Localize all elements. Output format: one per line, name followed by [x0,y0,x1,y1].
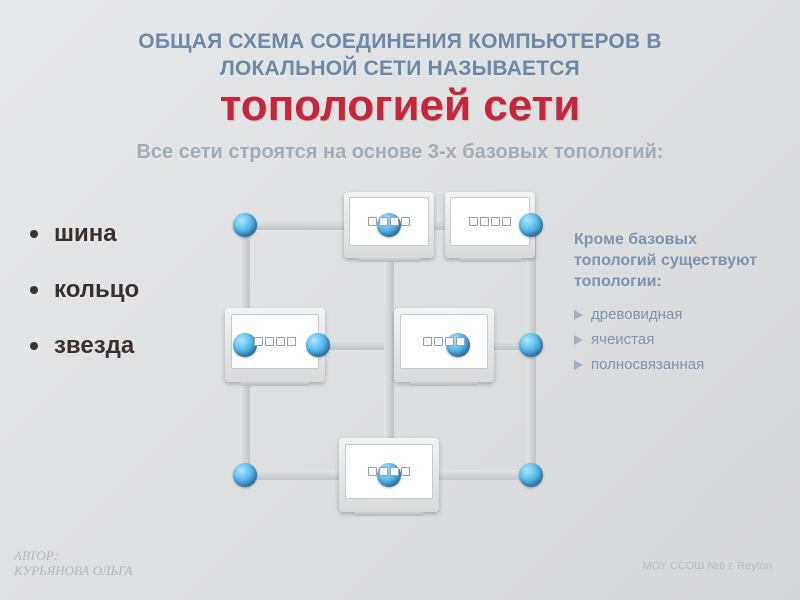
list-item: полносвязанная [574,356,774,373]
note-heading: Кроме базовых топологий существуют топол… [574,230,774,292]
list-item: древовидная [574,306,774,323]
header-line-1: ОБЩАЯ СХЕМА СОЕДИНЕНИЯ КОМПЬЮТЕРОВ В [20,28,780,55]
author-name: КУРЬЯНОВА ОЛЬГА [14,564,133,578]
list-item: кольцо [30,276,139,304]
diagram-screen [344,192,434,258]
diagram-screen [225,308,325,382]
main-title: топологией сети [0,81,800,131]
diagram-node [233,463,257,487]
screen-content-icon [234,316,316,366]
base-topologies-list: шина кольцо звезда [30,220,139,388]
header: ОБЩАЯ СХЕМА СОЕДИНЕНИЯ КОМПЬЮТЕРОВ В ЛОК… [0,0,800,83]
list-item: звезда [30,332,139,360]
diagram-screen [445,192,535,258]
screen-content-icon [453,199,527,244]
screen-content-icon [352,199,426,244]
extra-topologies: Кроме базовых топологий существуют топол… [574,230,774,381]
footer-right: МОУ ССОШ №6 г. Reyton [643,560,772,572]
note-list: древовидная ячеистая полносвязанная [574,306,774,373]
network-diagram [190,190,570,520]
diagram-screen [339,438,439,512]
screen-content-icon [403,316,485,366]
subtitle: Все сети строятся на основе 3-х базовых … [0,141,800,164]
screen-content-icon [348,446,430,496]
list-item: ячеистая [574,331,774,348]
diagram-screen [394,308,494,382]
author-label: АВТОР: [14,549,133,563]
author-block: АВТОР: КУРЬЯНОВА ОЛЬГА [14,549,133,578]
list-item: шина [30,220,139,248]
header-line-2: ЛОКАЛЬНОЙ СЕТИ НАЗЫВАЕТСЯ [20,55,780,82]
diagram-node [519,333,543,357]
diagram-node [519,463,543,487]
diagram-node [233,213,257,237]
